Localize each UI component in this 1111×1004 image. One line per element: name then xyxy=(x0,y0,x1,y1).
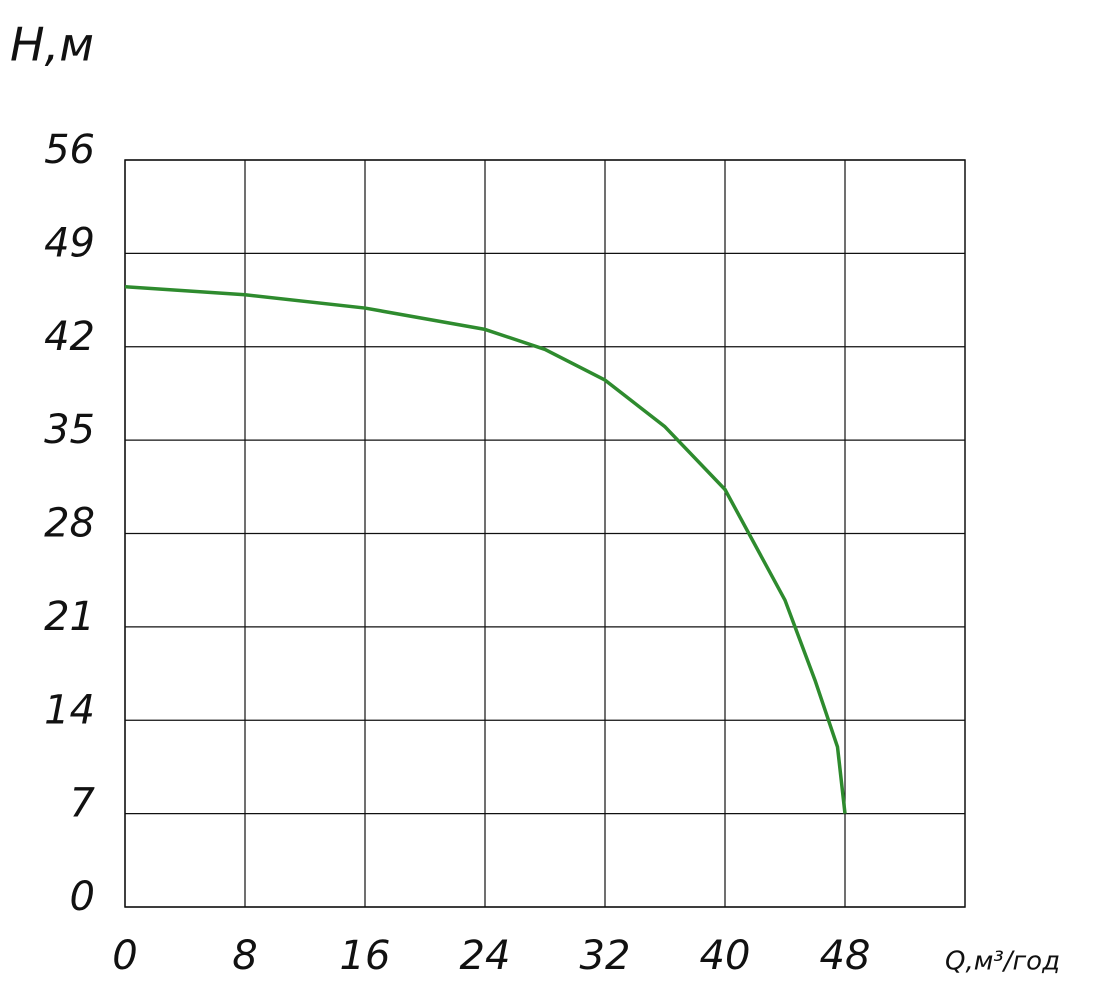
y-tick-label: 0 xyxy=(70,874,95,920)
x-tick-label: 24 xyxy=(460,933,511,979)
y-tick-label: 21 xyxy=(44,594,95,640)
y-tick-label: 14 xyxy=(44,687,95,733)
x-tick-label: 32 xyxy=(580,933,631,979)
y-tick-label: 28 xyxy=(44,501,95,547)
data-line xyxy=(124,284,847,814)
y-tick-label: 42 xyxy=(44,314,95,360)
x-tick-label: 0 xyxy=(112,933,137,979)
x-axis-label: Q,м³/год xyxy=(945,947,1060,977)
y-tick-label: 7 xyxy=(70,781,96,827)
y-tick-label: 49 xyxy=(44,220,95,266)
x-tick-label: 40 xyxy=(700,933,751,979)
y-tick-label: 35 xyxy=(44,407,95,453)
x-tick-label: 48 xyxy=(820,933,871,979)
x-tick-label: 16 xyxy=(340,933,391,979)
y-axis-label: H,м xyxy=(10,18,94,72)
x-tick-label: 8 xyxy=(232,933,257,979)
y-tick-label: 56 xyxy=(44,127,95,173)
